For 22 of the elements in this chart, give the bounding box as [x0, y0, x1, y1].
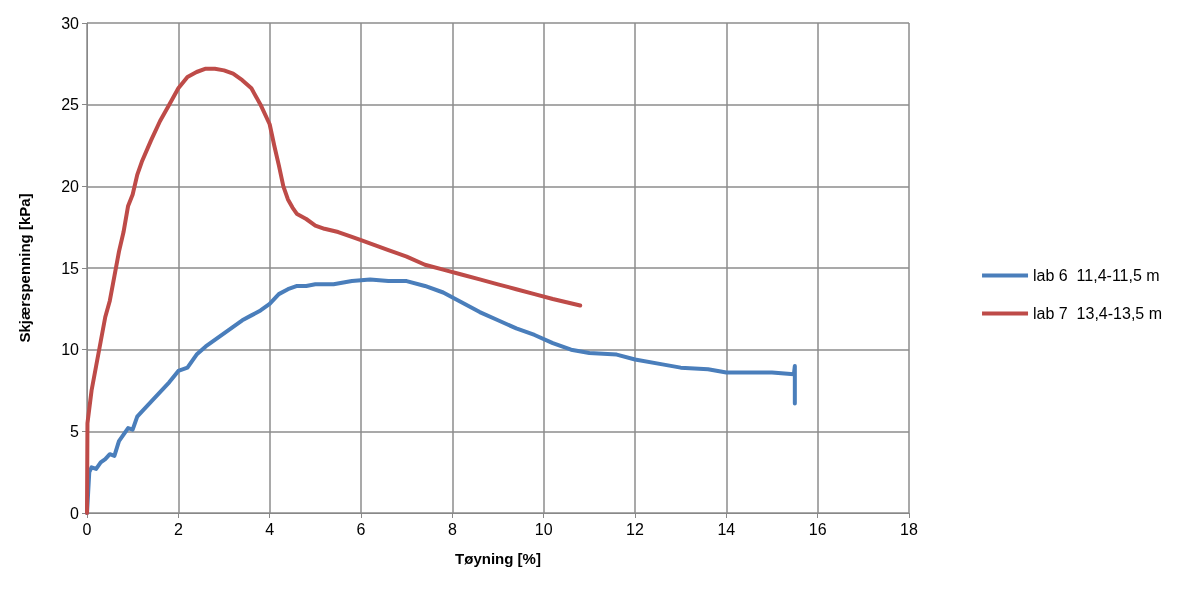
- y-tick-label: 5: [70, 422, 80, 440]
- y-axis-title: Skjærspenning [kPa]: [16, 193, 33, 343]
- legend-label: lab 6 11,4-11,5 m: [1033, 267, 1160, 284]
- x-axis-title: Tøyning [%]: [455, 550, 541, 567]
- x-tick-label: 0: [82, 520, 92, 538]
- y-tick-label: 10: [61, 341, 80, 359]
- x-tick-label: 4: [265, 520, 275, 538]
- x-tick-label: 16: [808, 520, 827, 538]
- y-tick-label: 20: [61, 177, 80, 195]
- x-tick-label: 18: [900, 520, 918, 538]
- x-tick-label: 10: [534, 520, 553, 538]
- line-series: [85, 66, 583, 515]
- x-tick-label: 8: [447, 520, 457, 538]
- y-tick-label: 15: [61, 259, 80, 277]
- x-tick-label: 14: [717, 520, 736, 538]
- x-tick-label: 2: [173, 520, 183, 538]
- legend-label: lab 7 13,4-13,5 m: [1033, 305, 1162, 322]
- y-tick-label: 0: [70, 504, 80, 522]
- x-tick-label: 6: [356, 520, 366, 538]
- x-tick-label: 12: [626, 520, 644, 538]
- y-tick-label: 25: [61, 96, 80, 114]
- y-tick-label: 30: [61, 14, 80, 32]
